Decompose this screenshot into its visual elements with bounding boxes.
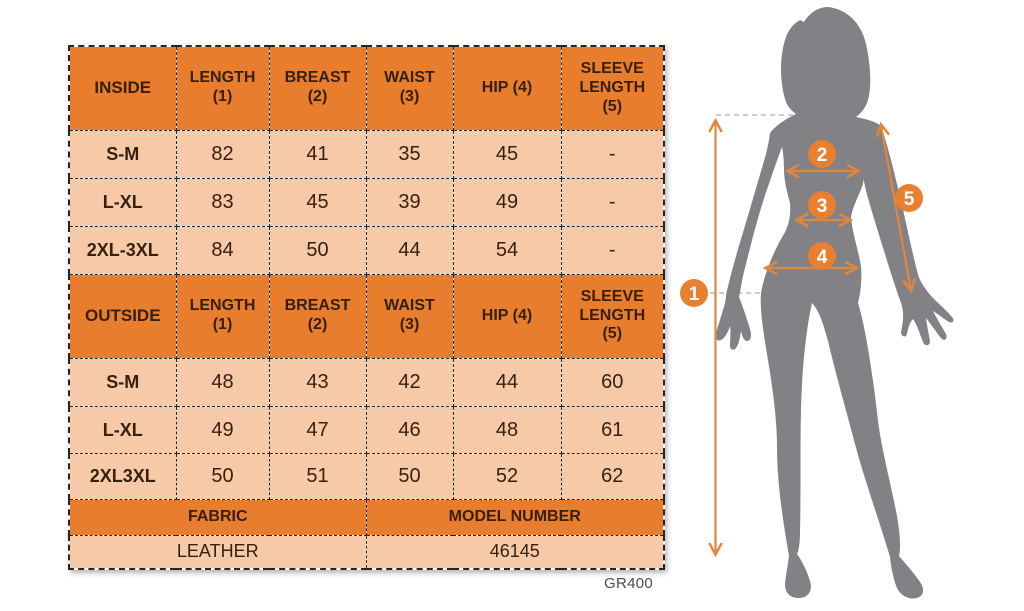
cell-value: 49 <box>175 405 270 454</box>
model-number-value: 46145 <box>365 534 665 570</box>
cell-value: 42 <box>365 357 454 407</box>
fabric-header: FABRIC <box>68 498 367 536</box>
cell-value: 44 <box>365 225 454 275</box>
woman-silhouette <box>715 7 954 599</box>
col-header-breast: BREAST (2) <box>268 45 367 131</box>
col-header-length: LENGTH (1) <box>175 273 270 359</box>
model-number-header: MODEL NUMBER <box>365 498 665 536</box>
cell-value: 62 <box>560 452 665 500</box>
measure-badge-2: 2 <box>808 140 836 168</box>
badge-number: 2 <box>817 145 828 166</box>
col-header-sleeve-length: SLEEVE LENGTH (5) <box>560 45 665 131</box>
table-row: L-XL 83 45 39 49 - <box>68 177 665 227</box>
cell-value: 39 <box>365 177 454 227</box>
footer-value-row: LEATHER 46145 <box>68 534 665 570</box>
size-chart-table: INSIDE LENGTH (1) BREAST (2) WAIST (3) H… <box>68 45 665 570</box>
badge-number: 3 <box>817 196 828 217</box>
section-title-outside: OUTSIDE <box>68 273 177 359</box>
measure-badge-3: 3 <box>808 191 836 219</box>
fabric-value: LEATHER <box>68 534 367 570</box>
col-header-length: LENGTH (1) <box>175 45 270 131</box>
badge-number: 5 <box>904 189 915 210</box>
cell-value: - <box>560 225 665 275</box>
size-label: 2XL-3XL <box>68 225 177 275</box>
section-title-inside: INSIDE <box>68 45 177 131</box>
cell-value: 83 <box>175 177 270 227</box>
col-header-sleeve-length: SLEEVE LENGTH (5) <box>560 273 665 359</box>
col-header-hip: HIP (4) <box>452 45 562 131</box>
size-label: S-M <box>68 357 177 407</box>
measure-badge-5: 5 <box>895 184 923 212</box>
cell-value: 51 <box>268 452 367 500</box>
footer-header-row: FABRIC MODEL NUMBER <box>68 498 665 536</box>
table-row: L-XL 49 47 46 48 61 <box>68 405 665 454</box>
cell-value: 50 <box>268 225 367 275</box>
table-row: S-M 48 43 42 44 60 <box>68 357 665 407</box>
cell-value: 82 <box>175 129 270 179</box>
cell-value: 35 <box>365 129 454 179</box>
cell-value: 43 <box>268 357 367 407</box>
cell-value: - <box>560 129 665 179</box>
badge-number: 1 <box>689 284 700 305</box>
cell-value: 60 <box>560 357 665 407</box>
outside-header-row: OUTSIDE LENGTH (1) BREAST (2) WAIST (3) … <box>68 273 665 359</box>
col-header-hip: HIP (4) <box>452 273 562 359</box>
cell-value: 44 <box>452 357 562 407</box>
measure-badge-1: 1 <box>680 279 708 307</box>
cell-value: - <box>560 177 665 227</box>
cell-value: 45 <box>452 129 562 179</box>
badge-number: 4 <box>817 247 828 268</box>
size-label: S-M <box>68 129 177 179</box>
cell-value: 47 <box>268 405 367 454</box>
cell-value: 45 <box>268 177 367 227</box>
inside-header-row: INSIDE LENGTH (1) BREAST (2) WAIST (3) H… <box>68 45 665 131</box>
table-row: 2XL3XL 50 51 50 52 62 <box>68 452 665 500</box>
col-header-breast: BREAST (2) <box>268 273 367 359</box>
size-label: 2XL3XL <box>68 452 177 500</box>
col-header-waist: WAIST (3) <box>365 273 454 359</box>
table-row: 2XL-3XL 84 50 44 54 - <box>68 225 665 275</box>
cell-value: 48 <box>175 357 270 407</box>
cell-value: 84 <box>175 225 270 275</box>
cell-value: 54 <box>452 225 562 275</box>
cell-value: 41 <box>268 129 367 179</box>
measure-badge-4: 4 <box>808 242 836 270</box>
cell-value: 49 <box>452 177 562 227</box>
size-label: L-XL <box>68 405 177 454</box>
cell-value: 50 <box>175 452 270 500</box>
col-header-waist: WAIST (3) <box>365 45 454 131</box>
size-label: L-XL <box>68 177 177 227</box>
cell-value: 61 <box>560 405 665 454</box>
cell-value: 48 <box>452 405 562 454</box>
product-code: GR400 <box>604 575 654 592</box>
table-row: S-M 82 41 35 45 - <box>68 129 665 179</box>
cell-value: 50 <box>365 452 454 500</box>
cell-value: 52 <box>452 452 562 500</box>
sleeve-length-arrow <box>881 125 911 290</box>
cell-value: 46 <box>365 405 454 454</box>
measurement-figure: 1 2 3 4 5 <box>680 7 954 599</box>
